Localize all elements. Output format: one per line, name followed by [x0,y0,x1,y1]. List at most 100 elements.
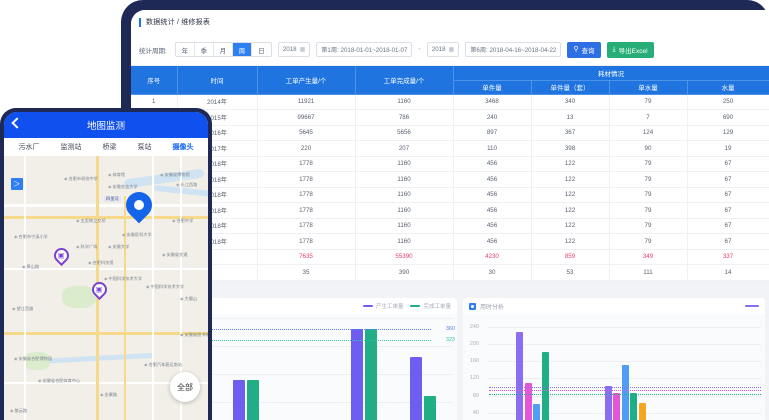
right-reference-line-2 [489,393,761,395]
table-cell-1: 2014年 [177,94,258,110]
map-road-h1 [4,204,208,207]
period-option-week[interactable]: 周 [232,43,252,56]
bar-generated[interactable] [351,329,364,420]
period-option-year[interactable]: 年 [176,43,195,56]
table-row[interactable]: 62018年177811604561227967 [131,171,769,188]
col-generated[interactable]: 工单产生量/个 [257,66,356,95]
summary-cell-3: 55390 [355,249,454,265]
bar-group[interactable] [275,318,334,420]
table-row[interactable]: 32016年56455656897367124129 [131,125,769,141]
period-segmented-control[interactable]: 年 季 月 周 日 [174,42,272,57]
table-row[interactable]: 52018年177811604561227967 [131,156,769,172]
right-bar-series-3[interactable] [533,403,541,420]
threshold-label-0: 360 [445,326,455,333]
bar-completed[interactable] [424,396,437,420]
tab-pump-station[interactable]: 泵站 [137,144,152,151]
col-index[interactable]: 序号 [131,66,178,95]
threshold-label-1: 323 [445,336,455,343]
bar-generated[interactable] [410,357,423,420]
bar-generated[interactable] [232,379,245,420]
range-end-picker[interactable]: 第6周: 2018-04-16~2018-04-22 [465,42,562,57]
map-expand-icon[interactable]: ＞ [11,178,23,190]
period-option-quarter[interactable]: 季 [195,43,214,56]
table-row[interactable]: 42017年2202071103989019 [131,140,769,157]
table-total-row: 合计7635553904230859349337 [131,249,769,265]
export-button-label: 导出Excel [618,47,648,55]
tab-monitor-station[interactable]: 监测站 [60,144,82,151]
col-completed[interactable]: 工单完成量/个 [355,66,454,95]
tab-bridge[interactable]: 桥梁 [102,144,117,151]
range-start-picker[interactable]: 第1周: 2018-01-01~2018-01-07 [316,42,413,57]
table-cell-6: 7 [609,109,688,126]
table-cell-6: 90 [609,140,688,157]
col-time[interactable]: 时间 [177,66,258,95]
map-poi-17: 合肥汽车客运南站 [144,362,183,368]
period-option-day[interactable]: 日 [258,47,265,55]
map-canvas[interactable]: 合肥市琥珀中学 体育馆 安徽农业大学 安徽省博物馆 五里墩立交桥 安徽医科大学 … [4,156,208,420]
map-road-v2 [24,156,26,420]
table-row[interactable]: 1 2014年 11921 1160 3468 340 79 250 [131,94,769,110]
right-bar-series-1[interactable] [516,331,524,420]
all-filter-button[interactable]: 全部 [170,372,200,402]
right-bar-series-1[interactable] [604,385,612,420]
bar-completed[interactable] [246,379,259,420]
bar-group[interactable] [335,318,394,420]
map-poi-5: 安徽医科大学 [122,232,152,238]
table-cell-5: 122 [531,202,610,219]
table-cell-2: 99667 [257,109,356,126]
right-bar-series-2[interactable] [613,392,620,420]
period-option-month[interactable]: 月 [214,43,233,56]
right-bar-series-3[interactable] [621,364,629,420]
tab-camera[interactable]: 摄像头 [172,144,194,151]
charts-row: 产生工单量 完成工单量 360 323 用时分析 240 200 160 120 80 40 [131,298,769,420]
table-cell-6: 79 [609,233,688,250]
right-bar-group[interactable] [582,318,669,420]
legend-item-generated[interactable]: 产生工单量 [362,302,403,310]
table-cell-7: 67 [687,202,769,219]
tab-sewage-plant[interactable]: 污水厂 [18,144,40,151]
table-cell-2: 220 [257,140,356,157]
map-poi-21: 紫云路 [10,408,28,414]
bar-group[interactable] [394,318,453,420]
year-end-picker[interactable]: 2018 ▦ [426,42,460,57]
right-bar-group[interactable] [489,318,576,420]
calendar-icon: ▦ [299,47,306,53]
map-park-1 [62,286,96,308]
right-bar-series-4[interactable] [541,352,549,420]
map-road-h3 [4,268,208,270]
col-sub-2[interactable]: 单件量（套） [531,80,610,95]
map-poi-19: 大蜀山 [180,296,198,302]
camera-marker-1[interactable] [50,244,73,267]
table-cell-6: 124 [609,125,688,141]
bar-completed[interactable] [365,329,378,420]
col-sub-1[interactable]: 单件量 [453,80,532,95]
table-cell-5: 340 [531,94,610,110]
export-excel-button[interactable]: ⤓ 导出Excel [606,41,654,58]
table-row[interactable]: 82018年177811604561227967 [131,202,769,219]
search-icon: ⚲ [573,46,579,53]
right-bar-series-2[interactable] [524,383,532,420]
right-bar-series-4[interactable] [630,393,637,420]
y-tick-80: 80 [472,392,479,399]
table-cell-7: 19 [687,140,769,157]
table-cell-3: 1160 [355,202,454,219]
year-start-picker[interactable]: 2018 ▦ [277,42,311,57]
legend-item-completed[interactable]: 完成工单量 [410,302,451,310]
right-bar-series-5[interactable] [638,402,646,420]
table-row[interactable]: 22015年99667786240137690 [131,109,769,126]
summary-cell-5: 53 [531,264,610,281]
col-sub-3[interactable]: 单水量 [609,80,688,95]
bar-group[interactable] [216,318,275,420]
table-cell-7: 690 [687,109,769,126]
table-cell-5: 122 [531,171,610,188]
col-sub-4[interactable]: 水量 [687,80,769,95]
summary-cell-5: 859 [531,249,610,265]
table-row[interactable]: 102018年177811604561227967 [131,233,769,250]
summary-cell-7: 14 [687,264,769,281]
right-reference-line-1 [489,390,761,392]
query-button[interactable]: ⚲ 查询 [567,41,601,58]
table-cell-4: 456 [453,233,532,250]
mobile-tab-bar: 污水厂 监测站 桥梁 泵站 摄像头 [4,138,208,156]
